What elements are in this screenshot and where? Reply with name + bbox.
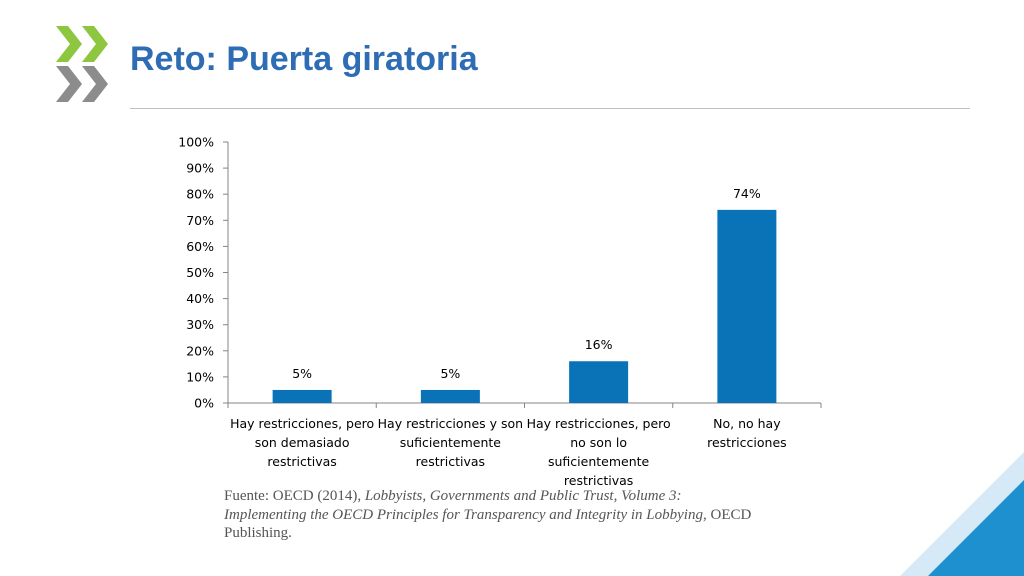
x-category-label: Hay restricciones, pero no son lo suficien…	[527, 416, 671, 488]
y-tick-label: 60%	[186, 239, 214, 254]
x-category-label-line: Hay restricciones, pero	[527, 416, 671, 431]
x-category-label-line: Hay restricciones y son	[378, 416, 523, 431]
y-tick-label: 80%	[186, 187, 214, 202]
source-prefix: Fuente: OECD (2014),	[224, 488, 365, 504]
data-label: 16%	[585, 337, 613, 352]
x-category-label: Hay restricciones y son suficientemente re…	[378, 416, 523, 469]
x-category-label-line: restrictivas	[267, 454, 336, 469]
source-note: Fuente: OECD (2014), Lobbyists, Governme…	[224, 487, 764, 543]
data-label: 5%	[292, 366, 312, 381]
y-tick-label: 70%	[186, 213, 214, 228]
x-category-label: No, no hay restricciones	[707, 416, 787, 450]
logo-chevron-gray-right	[82, 66, 108, 102]
source-publication-title: Lobbyists, Governments and Public Trust,…	[224, 488, 703, 523]
y-tick-label: 0%	[194, 396, 214, 411]
data-label: 5%	[440, 366, 460, 381]
logo-chevron-gray-left	[56, 66, 82, 102]
source-suffix: , OECD Publishing.	[224, 506, 752, 542]
x-category-label-line: Hay restricciones, pero	[230, 416, 374, 431]
data-label: 74%	[733, 186, 761, 201]
y-tick-label: 40%	[186, 291, 214, 306]
slide-title: Reto: Puerta giratoria	[130, 40, 478, 78]
bar	[569, 361, 629, 403]
y-tick-label: 20%	[186, 343, 214, 358]
x-category-label-line: No, no hay	[713, 416, 781, 431]
title-divider	[130, 108, 970, 109]
y-tick-label: 90%	[186, 161, 214, 176]
oecd-logo	[56, 26, 108, 102]
x-category-label-line: son demasiado	[255, 435, 350, 450]
x-category-label-line: suficientemente	[548, 454, 650, 469]
x-category-label: Hay restricciones, pero son demasiado rest…	[230, 416, 374, 469]
x-category-label-line: restrictivas	[416, 454, 485, 469]
bar	[717, 209, 777, 403]
y-tick-label: 100%	[178, 135, 214, 150]
bar	[420, 389, 480, 403]
bar	[272, 389, 332, 403]
y-tick-label: 30%	[186, 317, 214, 332]
logo-chevron-green-left	[56, 26, 82, 62]
x-category-label-line: restrictivas	[564, 473, 633, 488]
x-category-label-line: suficientemente	[400, 435, 502, 450]
x-category-label-line: restricciones	[707, 435, 787, 450]
y-tick-label: 10%	[186, 369, 214, 384]
y-tick-label: 50%	[186, 265, 214, 280]
logo-chevron-green-right	[82, 26, 108, 62]
x-category-label-line: no son lo	[570, 435, 627, 450]
